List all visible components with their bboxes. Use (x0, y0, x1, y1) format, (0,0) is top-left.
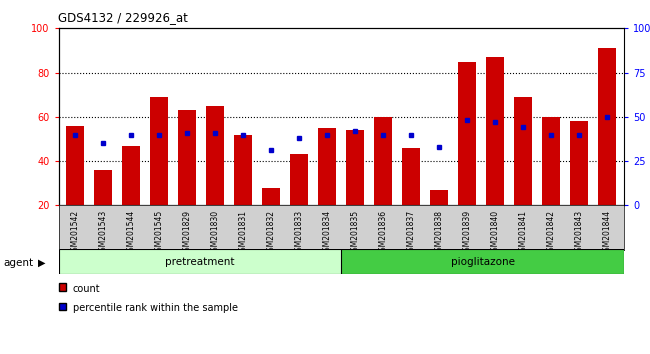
Text: GSM201829: GSM201829 (183, 210, 192, 256)
Bar (150, 97, 168, 250)
Bar (262, 188, 280, 250)
Text: GSM201840: GSM201840 (491, 210, 500, 256)
Bar (346, 130, 365, 250)
Text: GSM201543: GSM201543 (99, 210, 108, 256)
Text: GSM201835: GSM201835 (351, 210, 359, 256)
Bar (122, 145, 140, 250)
Text: pretreatment: pretreatment (165, 257, 235, 267)
Text: GSM201842: GSM201842 (547, 210, 556, 256)
Bar (318, 128, 336, 250)
Bar (402, 148, 421, 250)
Bar (486, 57, 504, 250)
Text: GSM201834: GSM201834 (323, 210, 332, 256)
Text: agent: agent (3, 258, 33, 268)
Bar (94, 170, 112, 250)
Text: GSM201544: GSM201544 (127, 210, 136, 256)
Text: GSM201542: GSM201542 (71, 210, 80, 256)
Bar (341, 249, 624, 274)
Bar (178, 110, 196, 250)
Bar (570, 121, 588, 250)
Text: ▶: ▶ (38, 258, 46, 268)
Bar (430, 190, 448, 250)
Bar (206, 106, 224, 250)
Text: GSM201843: GSM201843 (575, 210, 584, 256)
Text: GSM201841: GSM201841 (519, 210, 528, 256)
Text: GSM201836: GSM201836 (379, 210, 388, 256)
Text: percentile rank within the sample: percentile rank within the sample (73, 303, 238, 313)
Text: count: count (73, 284, 100, 293)
Text: GSM201837: GSM201837 (407, 210, 416, 256)
Bar (374, 117, 393, 250)
Text: GSM201832: GSM201832 (266, 210, 276, 256)
Bar (598, 48, 616, 250)
Bar (66, 126, 84, 250)
Bar (58, 249, 341, 274)
Text: GSM201545: GSM201545 (155, 210, 164, 256)
Text: GDS4132 / 229926_at: GDS4132 / 229926_at (58, 11, 188, 24)
Text: GSM201833: GSM201833 (294, 210, 304, 256)
Bar (290, 154, 308, 250)
Text: pioglitazone: pioglitazone (450, 257, 515, 267)
Bar (514, 97, 532, 250)
Text: GSM201839: GSM201839 (463, 210, 472, 256)
Text: GSM201838: GSM201838 (435, 210, 444, 256)
Bar (458, 62, 476, 250)
Text: GSM201844: GSM201844 (603, 210, 612, 256)
Bar (542, 117, 560, 250)
Text: GSM201830: GSM201830 (211, 210, 220, 256)
Bar (234, 135, 252, 250)
Text: GSM201831: GSM201831 (239, 210, 248, 256)
